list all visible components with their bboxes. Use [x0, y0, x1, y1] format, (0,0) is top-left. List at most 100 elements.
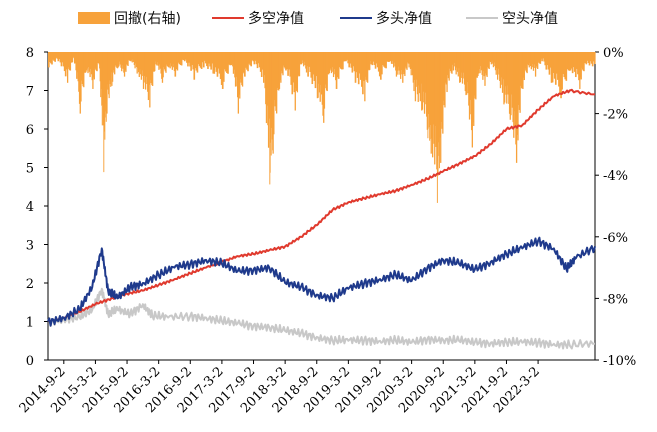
- drawdown-bar: [232, 52, 234, 67]
- drawdown-bar: [454, 52, 457, 71]
- drawdown-bar: [137, 52, 140, 73]
- drawdown-bar: [395, 52, 398, 77]
- drawdown-bar: [570, 52, 573, 69]
- drawdown-bar: [579, 52, 581, 89]
- drawdown-bar: [462, 52, 464, 73]
- drawdown-bar: [361, 52, 363, 87]
- drawdown-bar: [325, 52, 328, 91]
- drawdown-bar: [515, 52, 517, 145]
- drawdown-bar: [265, 52, 268, 124]
- right-tick-label: -6%: [603, 231, 628, 246]
- drawdown-bar: [369, 52, 371, 70]
- drawdown-bar: [513, 52, 515, 138]
- drawdown-bar: [539, 52, 542, 64]
- drawdown-bar: [494, 52, 496, 67]
- drawdown-bar: [53, 52, 55, 61]
- drawdown-bar: [159, 52, 161, 65]
- drawdown-bar: [501, 52, 503, 85]
- drawdown-bar: [335, 52, 338, 89]
- drawdown-bar: [188, 52, 190, 63]
- right-tick-label: -4%: [603, 169, 628, 184]
- drawdown-bar: [553, 52, 556, 79]
- drawdown-bar: [443, 52, 445, 106]
- drawdown-bar: [433, 52, 435, 144]
- drawdown-bar: [162, 52, 164, 78]
- drawdown-bar: [411, 52, 413, 69]
- drawdown-bar: [261, 52, 264, 70]
- drawdown-bar: [121, 52, 124, 66]
- drawdown-bar: [234, 52, 237, 87]
- drawdown-bar: [454, 52, 456, 67]
- drawdown-bar: [256, 52, 259, 69]
- drawdown-bar: [171, 52, 173, 70]
- drawdown-bar: [318, 52, 320, 84]
- drawdown-bar: [90, 52, 92, 69]
- drawdown-bar: [506, 52, 509, 86]
- drawdown-bar: [62, 52, 65, 67]
- drawdown-bar: [212, 52, 215, 74]
- drawdown-bar: [548, 52, 551, 75]
- drawdown-bar: [322, 52, 324, 116]
- drawdown-bar: [497, 52, 499, 69]
- drawdown-bar: [479, 52, 481, 74]
- drawdown-bar: [584, 52, 587, 64]
- drawdown-bar: [449, 52, 451, 69]
- drawdown-bar: [128, 52, 130, 60]
- drawdown-bar: [237, 52, 240, 114]
- drawdown-bar: [542, 52, 544, 59]
- drawdown-bar: [396, 52, 398, 71]
- drawdown-bar: [168, 52, 171, 66]
- drawdown-bar: [505, 52, 507, 95]
- drawdown-bar: [508, 52, 511, 114]
- drawdown-bar: [147, 52, 149, 92]
- drawdown-bar: [116, 52, 118, 68]
- series-line-long: [47, 236, 596, 327]
- drawdown-bar: [260, 52, 263, 77]
- drawdown-bar: [198, 52, 201, 67]
- drawdown-bar: [87, 52, 89, 74]
- drawdown-bar: [280, 52, 283, 71]
- drawdown-bar: [371, 52, 374, 66]
- drawdown-bar: [381, 52, 383, 75]
- drawdown-bar: [434, 52, 436, 165]
- drawdown-bar: [248, 52, 250, 64]
- drawdown-bar: [310, 52, 313, 78]
- drawdown-bar: [280, 52, 282, 83]
- drawdown-bar: [149, 52, 152, 80]
- legend-item-longshort: 多空净值: [212, 8, 304, 28]
- drawdown-bar: [156, 52, 159, 63]
- drawdown-bar: [496, 52, 499, 80]
- left-tick-label: 7: [26, 85, 34, 100]
- drawdown-bar: [487, 52, 489, 67]
- drawdown-bar: [234, 52, 236, 78]
- drawdown-bar: [141, 52, 143, 71]
- drawdown-bar: [592, 52, 595, 62]
- drawdown-bar: [458, 52, 460, 69]
- drawdown-bar: [518, 52, 520, 105]
- drawdown-bar: [400, 52, 403, 71]
- drawdown-bar: [140, 52, 142, 75]
- drawdown-bar: [506, 52, 508, 104]
- drawdown-bar: [435, 52, 437, 147]
- drawdown-bar: [67, 52, 69, 68]
- drawdown-bar: [219, 52, 222, 80]
- drawdown-bar: [533, 52, 535, 65]
- drawdown-bar: [515, 52, 518, 163]
- drawdown-bar: [436, 52, 438, 170]
- drawdown-bar: [440, 52, 442, 163]
- drawdown-bar: [481, 52, 483, 75]
- drawdown-bar: [92, 52, 94, 89]
- drawdown-bar: [124, 52, 126, 71]
- drawdown-bar: [552, 52, 555, 74]
- drawdown-bar: [94, 52, 96, 68]
- drawdown-bar: [125, 52, 128, 64]
- drawdown-bar: [83, 52, 86, 73]
- drawdown-bar: [122, 52, 124, 69]
- drawdown-bar: [392, 52, 395, 68]
- drawdown-bar: [80, 52, 82, 102]
- drawdown-bar: [539, 52, 541, 64]
- drawdown-bar: [536, 52, 538, 68]
- drawdown-bar: [547, 52, 550, 70]
- drawdown-bar: [130, 52, 133, 60]
- drawdown-bar: [336, 52, 339, 78]
